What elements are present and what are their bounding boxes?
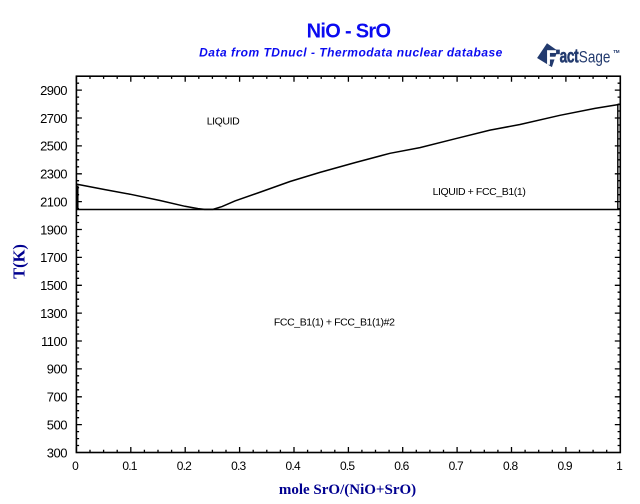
svg-text:0.8: 0.8 xyxy=(503,459,518,473)
svg-text:1100: 1100 xyxy=(41,334,67,349)
svg-text:700: 700 xyxy=(47,390,67,405)
svg-text:2100: 2100 xyxy=(40,194,67,209)
svg-text:mole SrO/(NiO+SrO): mole SrO/(NiO+SrO) xyxy=(279,482,416,498)
svg-text:1500: 1500 xyxy=(40,278,67,293)
svg-text:0.4: 0.4 xyxy=(286,459,301,473)
svg-text:0.2: 0.2 xyxy=(177,459,192,473)
svg-text:2500: 2500 xyxy=(40,139,67,154)
svg-text:T(K): T(K) xyxy=(10,244,29,279)
svg-text:TM: TM xyxy=(613,49,620,54)
svg-text:F: F xyxy=(546,46,556,69)
svg-text:act: act xyxy=(560,45,579,67)
svg-text:300: 300 xyxy=(47,445,67,460)
svg-text:1700: 1700 xyxy=(40,250,67,265)
svg-text:NiO - SrO: NiO - SrO xyxy=(307,21,391,43)
svg-text:0: 0 xyxy=(72,459,79,473)
svg-text:2300: 2300 xyxy=(40,167,67,182)
svg-text:0.3: 0.3 xyxy=(231,459,246,473)
svg-text:900: 900 xyxy=(47,362,67,377)
svg-text:0.1: 0.1 xyxy=(122,459,137,473)
svg-text:Data from TDnucl - Thermodata: Data from TDnucl - Thermodata nuclear da… xyxy=(199,46,503,60)
svg-text:Sage: Sage xyxy=(579,48,611,67)
svg-text:1: 1 xyxy=(616,459,623,473)
svg-text:FCC_B1(1) + FCC_B1(1)#2: FCC_B1(1) + FCC_B1(1)#2 xyxy=(274,317,395,329)
svg-text:0.5: 0.5 xyxy=(340,459,355,473)
svg-text:1900: 1900 xyxy=(40,222,67,237)
svg-text:0.7: 0.7 xyxy=(449,459,464,473)
svg-text:2700: 2700 xyxy=(40,111,67,126)
svg-text:500: 500 xyxy=(47,417,67,432)
svg-text:LIQUID + FCC_B1(1): LIQUID + FCC_B1(1) xyxy=(433,186,526,198)
svg-text:0.6: 0.6 xyxy=(394,459,409,473)
svg-text:0.9: 0.9 xyxy=(557,459,572,473)
svg-text:1300: 1300 xyxy=(40,306,67,321)
svg-text:2900: 2900 xyxy=(40,83,67,98)
svg-text:LIQUID: LIQUID xyxy=(207,115,240,127)
